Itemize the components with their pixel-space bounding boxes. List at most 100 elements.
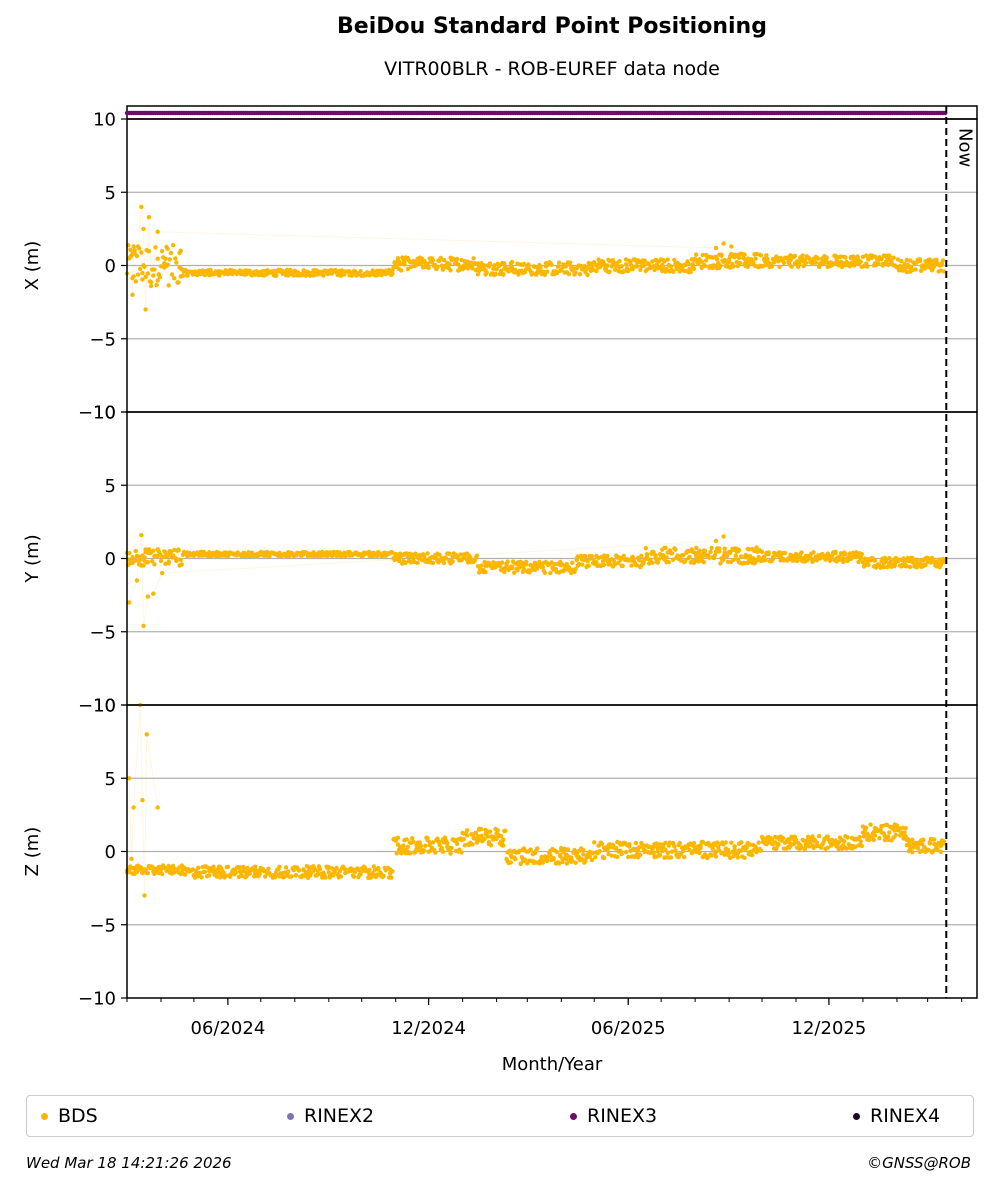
- legend: BDS RINEX2 RINEX3 RINEX4: [26, 1095, 974, 1137]
- bds-point: [713, 849, 719, 854]
- bds-point: [522, 857, 528, 862]
- legend-marker-rinex3: [570, 1112, 577, 1120]
- bds-point: [748, 257, 754, 262]
- bds-point: [564, 562, 569, 567]
- footer-timestamp: Wed Mar 18 14:21:26 2026: [26, 1154, 232, 1172]
- bds-point: [592, 840, 597, 845]
- legend-label-rinex2: RINEX2: [304, 1105, 375, 1127]
- bds-point: [673, 848, 678, 853]
- bds-point: [508, 860, 514, 865]
- bds-point: [860, 824, 866, 829]
- bds-point: [932, 837, 937, 842]
- bds-point: [724, 264, 730, 269]
- bds-point: [638, 852, 643, 857]
- legend-item-rinex4: RINEX4: [853, 1096, 940, 1136]
- bds-point: [887, 253, 892, 258]
- bds-point: [473, 830, 478, 835]
- bds-point: [864, 825, 869, 830]
- bds-point: [585, 558, 590, 564]
- bds-point: [127, 551, 132, 556]
- bds-point: [127, 600, 132, 605]
- bds-point: [921, 837, 926, 842]
- bds-point: [887, 556, 892, 561]
- bds-point: [782, 550, 788, 556]
- bds-point: [731, 264, 736, 269]
- bds-point: [140, 277, 145, 282]
- bds-point: [758, 253, 764, 258]
- bds-point: [448, 268, 453, 273]
- bds-point: [396, 558, 402, 564]
- bds-point: [590, 267, 596, 272]
- bds-point: [334, 865, 339, 871]
- bds-point: [562, 846, 567, 851]
- bds-point: [266, 866, 271, 871]
- bds-point: [502, 261, 507, 266]
- bds-point: [886, 834, 891, 839]
- chart-title: BeiDou Standard Point Positioning: [337, 14, 767, 39]
- bds-point: [423, 843, 428, 848]
- bds-point: [886, 564, 891, 569]
- bds-point: [139, 204, 144, 210]
- y-tick-label: 10: [93, 696, 116, 717]
- bds-point: [662, 259, 667, 264]
- bds-point: [494, 267, 499, 272]
- bds-point: [938, 268, 943, 273]
- bds-point: [637, 845, 642, 850]
- panel-1: −10 −5 0 5 10 X (m): [22, 110, 978, 424]
- bds-point: [858, 839, 863, 844]
- bds-point: [678, 852, 684, 857]
- bds-point: [807, 844, 812, 849]
- bds-point: [654, 841, 659, 846]
- bds-point: [672, 257, 677, 263]
- bds-point: [503, 828, 508, 833]
- bds-point: [896, 826, 902, 831]
- bds-point: [688, 269, 693, 275]
- bds-point: [196, 865, 201, 870]
- bds-point: [938, 849, 943, 854]
- bds-point: [612, 562, 618, 567]
- bds-point: [847, 551, 852, 556]
- bds-point: [629, 563, 634, 568]
- bds-point: [415, 560, 420, 565]
- bds-point: [860, 254, 866, 259]
- bds-point: [643, 546, 648, 551]
- bds-point: [501, 843, 506, 848]
- bds-point: [687, 847, 692, 853]
- bds-point: [504, 563, 509, 568]
- y-tick-label: −10: [78, 696, 116, 717]
- bds-point: [569, 855, 574, 860]
- bds-point: [891, 255, 896, 260]
- bds-point: [422, 848, 427, 853]
- bds-point: [859, 843, 864, 848]
- bds-point: [587, 854, 592, 860]
- bds-point: [671, 840, 676, 846]
- bds-point: [326, 864, 331, 870]
- bds-point: [144, 732, 149, 737]
- bds-point: [552, 562, 557, 567]
- bds-point: [843, 255, 848, 260]
- bds-point: [729, 244, 734, 249]
- bds-point: [142, 893, 147, 898]
- bds-point: [444, 556, 449, 561]
- bds-point: [491, 266, 496, 271]
- bds-point: [642, 258, 647, 263]
- bds-point: [141, 226, 146, 232]
- bds-point: [131, 805, 136, 810]
- bds-point: [141, 563, 146, 568]
- bds-point: [570, 560, 575, 565]
- bds-point: [159, 249, 165, 254]
- now-marker-label: Now: [954, 128, 975, 167]
- bds-point: [460, 267, 465, 272]
- y-tick-label: −10: [78, 403, 116, 424]
- bds-point: [138, 266, 143, 271]
- bds-point: [799, 845, 804, 851]
- bds-point: [213, 870, 218, 875]
- bds-point: [583, 554, 588, 559]
- bds-point: [145, 594, 150, 599]
- bds-point: [794, 558, 800, 564]
- bds-point: [596, 555, 601, 561]
- bds-point: [764, 253, 769, 258]
- bds-point: [165, 262, 170, 267]
- bds-point: [507, 848, 512, 853]
